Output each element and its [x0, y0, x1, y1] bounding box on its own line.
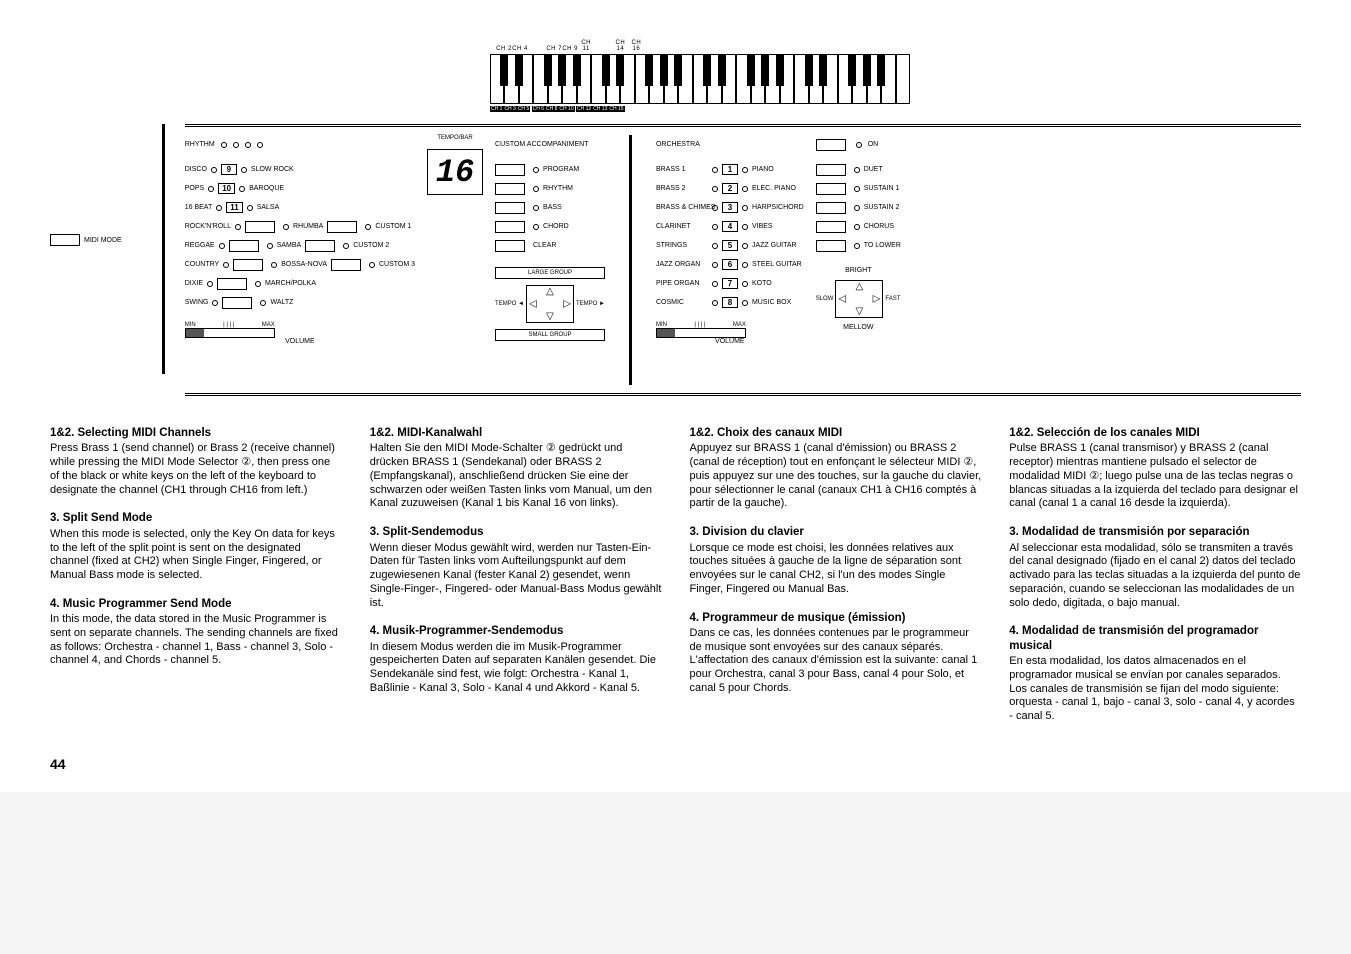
orchestra-right-section: ON DUETSUSTAIN 1SUSTAIN 2CHORUSTO LOWER … [816, 135, 901, 385]
accomp-row: PROGRAM [495, 160, 605, 179]
divider [629, 135, 632, 385]
german-column: 1&2. MIDI-KanalwahlHalten Sie den MIDI M… [370, 426, 662, 726]
rhythm-row: DISCO9SLOW ROCK [185, 160, 415, 179]
page: CH 2CH 4 CH 7CH 9CH 11 CH 14CH 16 CH 1CH… [0, 0, 1351, 792]
midi-mode-label: MIDI MODE [84, 237, 122, 244]
keyboard-bottom-labels: CH 1CH 3CH 5 CH 6CH 8CH 10 CH 12CH 13CH … [490, 106, 1301, 112]
spanish-column: 1&2. Selección de los canales MIDIPulse … [1009, 426, 1301, 726]
instruction-text: 1&2. Selecting MIDI ChannelsPress Brass … [50, 426, 1301, 726]
orch-row: STRINGS5JAZZ GUITAR [656, 236, 804, 255]
rhythm-volume: MIN| | | |MAX VOLUME [185, 322, 415, 345]
orch-option-row: CHORUS [816, 217, 901, 236]
orch-volume-slider[interactable] [656, 328, 746, 338]
rhythm-row: 16 BEAT11SALSA [185, 198, 415, 217]
orch-option-row: SUSTAIN 2 [816, 198, 901, 217]
orch-row: BRASS 22ELEC. PIANO [656, 179, 804, 198]
orch-option-row: DUET [816, 160, 901, 179]
rhythm-row: ROCK'N'ROLLRHUMBACUSTOM 1 [185, 217, 415, 236]
orch-row: CLARINET4VIBES [656, 217, 804, 236]
bright-label: BRIGHT [816, 267, 901, 274]
small-group-button[interactable]: SMALL GROUP [495, 329, 605, 341]
midi-mode-button[interactable] [50, 234, 80, 246]
page-number: 44 [50, 756, 1301, 772]
rhythm-section: RHYTHM DISCO9SLOW ROCKPOPS10BAROQUE16 BE… [185, 135, 415, 385]
orch-header: ORCHESTRA [656, 135, 804, 154]
keyboard-diagram: CH 2CH 4 CH 7CH 9CH 11 CH 14CH 16 CH 1CH… [490, 40, 1301, 112]
english-column: 1&2. Selecting MIDI ChannelsPress Brass … [50, 426, 342, 726]
accomp-row: BASS [495, 198, 605, 217]
keyboard-top-labels: CH 2CH 4 CH 7CH 9CH 11 CH 14CH 16 [496, 40, 1301, 52]
tempo-display: 16 [427, 149, 483, 195]
rhythm-volume-slider[interactable] [185, 328, 275, 338]
orch-volume: MIN| | | |MAX VOLUME [656, 322, 804, 345]
control-panel: MIDI MODE RHYTHM DISCO9SLOW ROCKPOPS10BA… [50, 124, 1301, 396]
midi-mode-section: MIDI MODE [50, 234, 122, 246]
rhythm-header: RHYTHM [185, 135, 415, 154]
rhythm-row: REGGAESAMBACUSTOM 2 [185, 236, 415, 255]
mellow-label: MELLOW [816, 324, 901, 331]
rhythm-row: DIXIEMARCH/POLKA [185, 274, 415, 293]
accompaniment-section: CUSTOM ACCOMPANIMENT PROGRAMRHYTHMBASSCH… [495, 135, 605, 385]
rhythm-row: COUNTRYBOSSA-NOVACUSTOM 3 [185, 255, 415, 274]
tempo-arrows[interactable]: △▽◁▷ [526, 285, 574, 323]
bright-arrows[interactable]: △▽◁▷ [835, 280, 883, 318]
orch-row: COSMIC8MUSIC BOX [656, 293, 804, 312]
orch-row: BRASS & CHIMES3HARPSICHORD [656, 198, 804, 217]
orch-option-row: TO LOWER [816, 236, 901, 255]
rhythm-row: POPS10BAROQUE [185, 179, 415, 198]
french-column: 1&2. Choix des canaux MIDIAppuyez sur BR… [690, 426, 982, 726]
accomp-header: CUSTOM ACCOMPANIMENT [495, 135, 605, 154]
accomp-row: CLEAR [495, 236, 605, 255]
tempo-bar-label: TEMPO/BAR [427, 135, 483, 141]
orch-row: BRASS 11PIANO [656, 160, 804, 179]
orch-option-row: SUSTAIN 1 [816, 179, 901, 198]
divider [162, 124, 165, 374]
rhythm-row: SWINGWALTZ [185, 293, 415, 312]
accomp-row: RHYTHM [495, 179, 605, 198]
main-panel: RHYTHM DISCO9SLOW ROCKPOPS10BAROQUE16 BE… [185, 135, 1301, 385]
orch-row: PIPE ORGAN7KOTO [656, 274, 804, 293]
orchestra-section: ORCHESTRA BRASS 11PIANOBRASS 22ELEC. PIA… [656, 135, 804, 385]
on-button[interactable] [816, 139, 846, 151]
tempo-section: TEMPO/BAR 16 [427, 135, 483, 385]
large-group-button[interactable]: LARGE GROUP [495, 267, 605, 279]
accomp-row: CHORD [495, 217, 605, 236]
orch-row: JAZZ ORGAN6STEEL GUITAR [656, 255, 804, 274]
